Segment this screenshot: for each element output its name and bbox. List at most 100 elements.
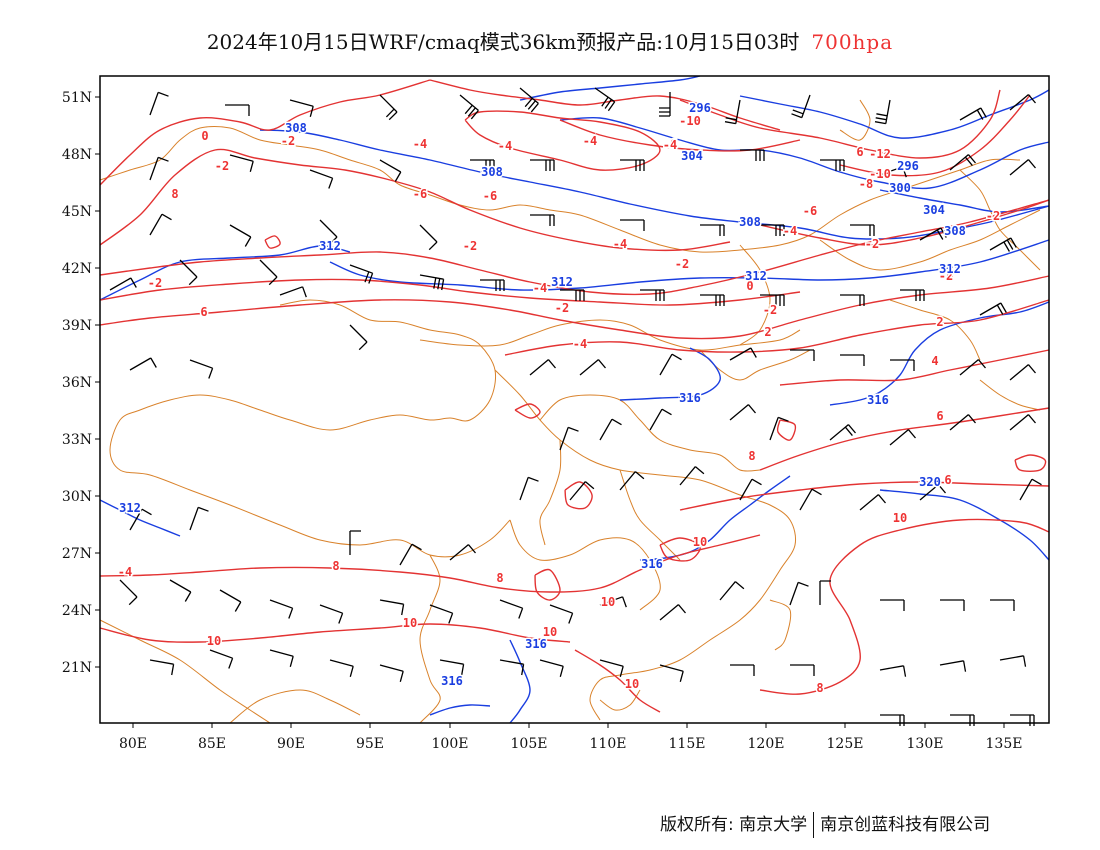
- wind-barb: [480, 279, 505, 291]
- temperature-label: 8: [748, 449, 755, 463]
- height-label: 308: [285, 121, 307, 135]
- wind-barb: [840, 354, 865, 366]
- boundary-line: [419, 554, 441, 724]
- lon-tick-label: 125E: [827, 736, 864, 752]
- temperature-label: -4: [613, 237, 627, 251]
- wind-barb: [949, 154, 976, 171]
- height-label: 308: [481, 165, 503, 179]
- wind-barb: [679, 466, 705, 486]
- wind-barb: [599, 418, 622, 441]
- wind-barb: [499, 659, 525, 676]
- temperature-label: 8: [816, 681, 823, 695]
- wind-barb: [990, 599, 1015, 611]
- wind-barb: [700, 294, 725, 306]
- wind-barb: [289, 99, 314, 117]
- temperature-label: 10: [207, 634, 221, 648]
- wind-barb: [189, 506, 209, 531]
- isotherm-line: [504, 299, 1050, 356]
- wind-barb: [989, 237, 1017, 252]
- isotherm-line: [514, 403, 541, 419]
- wind-barb: [939, 660, 967, 672]
- wind-barb: [820, 159, 845, 171]
- wind-barb: [950, 714, 975, 726]
- wind-barb: [419, 274, 445, 291]
- boundary-line: [959, 169, 1041, 271]
- wind-barb: [760, 294, 785, 306]
- temperature-label: -2: [555, 301, 569, 315]
- temperature-label: -2: [986, 209, 1000, 223]
- wind-barb: [769, 416, 789, 441]
- isotherm-line: [679, 481, 1050, 511]
- wind-barb: [499, 599, 524, 619]
- height-contour-line: [739, 89, 1050, 139]
- height-contour-line: [259, 129, 1050, 240]
- temperature-label: -8: [859, 177, 873, 191]
- wind-barb: [579, 359, 606, 376]
- wind-barb: [979, 302, 1007, 316]
- lat-tick-label: 21N: [62, 660, 92, 676]
- temperature-label: -2: [939, 269, 953, 283]
- temperature-contours: [99, 79, 1050, 713]
- temperature-label: 10: [601, 595, 615, 609]
- temperature-label: 0: [201, 129, 208, 143]
- height-contour-line: [559, 117, 1050, 190]
- temperature-label: -4: [663, 138, 677, 152]
- wind-barb: [719, 581, 745, 601]
- wind-barb: [129, 357, 157, 371]
- wind-barb: [569, 481, 595, 501]
- height-label: 316: [441, 674, 463, 688]
- temperature-label: -4: [783, 224, 797, 238]
- wind-barb: [879, 166, 907, 178]
- height-label: 320: [919, 475, 941, 489]
- boundary-line: [509, 519, 661, 611]
- boundary-line: [979, 379, 1041, 411]
- isotherm-line: [99, 534, 761, 593]
- wind-barb: [149, 91, 169, 116]
- height-label: 312: [939, 262, 961, 276]
- temperature-label: 10: [625, 677, 639, 691]
- wind-barb: [850, 224, 875, 236]
- wind-barb: [900, 289, 925, 301]
- boundary-line: [109, 299, 511, 558]
- height-contour-line: [509, 639, 531, 724]
- wind-barb: [429, 604, 454, 624]
- wind-barb: [349, 264, 374, 284]
- wind-barb: [399, 543, 422, 566]
- temperature-label: -2: [865, 237, 879, 251]
- company-text: 南京创蓝科技有限公司: [820, 815, 991, 835]
- wind-barb: [379, 159, 402, 182]
- wind-barb: [549, 604, 574, 624]
- isotherm-line: [759, 518, 1050, 695]
- isotherm-line: [99, 79, 431, 186]
- wind-barb: [379, 94, 398, 121]
- wind-barb: [799, 488, 822, 511]
- height-label: 312: [745, 269, 767, 283]
- temperature-label: -6: [663, 137, 677, 151]
- boundary-line: [739, 244, 771, 346]
- temperature-label: -4: [413, 137, 427, 151]
- wind-barb: [449, 544, 476, 561]
- wind-barb: [729, 404, 756, 421]
- wind-barb: [1009, 414, 1036, 431]
- footer-separator: [813, 812, 815, 838]
- wind-barb: [599, 659, 624, 677]
- height-label: 316: [867, 393, 889, 407]
- wind-barb: [1019, 478, 1042, 501]
- isotherm-line: [99, 278, 801, 306]
- boundary-line: [419, 319, 801, 351]
- lon-tick-label: 80E: [119, 736, 147, 752]
- wind-barb: [640, 289, 665, 301]
- temperature-label: -10: [869, 167, 891, 181]
- wind-barb: [940, 599, 965, 611]
- lon-tick-label: 135E: [986, 736, 1023, 752]
- temperature-label: 2: [936, 315, 943, 329]
- wind-barb: [269, 599, 294, 619]
- wind-barb: [790, 664, 815, 676]
- boundary-line: [769, 599, 792, 651]
- wind-barb: [599, 596, 627, 608]
- height-label: 312: [119, 501, 141, 515]
- height-label: 308: [739, 215, 761, 229]
- isotherm-line: [99, 623, 571, 643]
- wind-barb: [659, 353, 682, 376]
- wind-barb: [829, 424, 856, 441]
